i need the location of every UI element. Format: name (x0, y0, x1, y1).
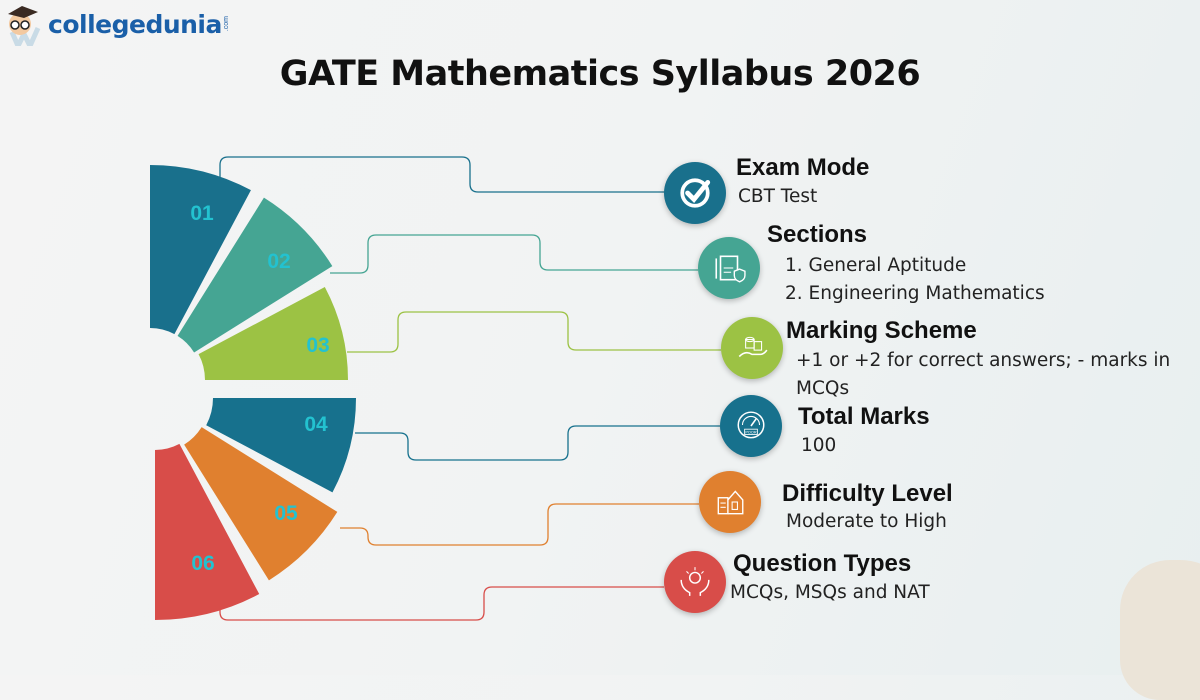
segment-number: 02 (267, 250, 290, 273)
item-detail: +1 or +2 for correct answers; - marks in (796, 350, 1171, 371)
item-title: Difficulty Level (782, 480, 953, 507)
item-title: Sections (767, 221, 868, 248)
segment-05 (184, 427, 338, 581)
page-title: GATE Mathematics Syllabus 2026 (279, 54, 921, 94)
connector-line (347, 311, 721, 353)
check-circle-icon (680, 178, 711, 208)
segment-number: 06 (191, 552, 214, 575)
item-icon-circle (698, 237, 760, 299)
legal-document-icon (715, 255, 746, 283)
segment-01 (150, 165, 251, 335)
item-icon-circle (664, 551, 726, 613)
segment-04 (206, 398, 356, 493)
item-icon-circle (664, 162, 726, 224)
item-title: Question Types (733, 550, 912, 577)
connector-line (340, 503, 699, 546)
item-detail: MCQs, MSQs and NAT (730, 582, 930, 603)
item-detail: MCQs (796, 378, 850, 399)
item-detail: 1. General Aptitude (785, 255, 967, 276)
item-icon-circle: POOR (720, 395, 782, 457)
brand-logo: collegedunia .com (4, 2, 230, 46)
connector-line (355, 425, 720, 461)
connector-line (330, 234, 698, 274)
connector-line (219, 586, 664, 621)
item-detail: CBT Test (738, 186, 818, 207)
segment-number: 05 (274, 502, 298, 525)
item-title: Marking Scheme (786, 317, 977, 344)
item-icon-circle (721, 317, 783, 379)
segment-number: 01 (190, 202, 214, 225)
connector-line (219, 156, 665, 193)
segment-02 (177, 197, 333, 353)
segment-03 (198, 287, 348, 380)
segment-06 (155, 443, 260, 620)
item-title: Total Marks (798, 403, 930, 430)
gauge-icon: POOR (737, 411, 765, 439)
item-detail: Moderate to High (786, 511, 947, 532)
item-detail: 100 (801, 435, 837, 456)
svg-text:POOR: POOR (745, 430, 756, 434)
syllabus-diagram: 01 02 03 04 05 06 (150, 156, 721, 621)
segment-number: 03 (306, 334, 329, 357)
item-icon-circle (699, 471, 761, 533)
item-detail: 2. Engineering Mathematics (785, 283, 1045, 304)
building-checklist-icon (717, 490, 744, 515)
item-title: Exam Mode (736, 154, 870, 181)
coins-hand-icon (738, 336, 768, 358)
idea-hands-icon (680, 567, 710, 596)
mascot-icon (8, 6, 41, 46)
segment-number: 04 (304, 413, 328, 436)
